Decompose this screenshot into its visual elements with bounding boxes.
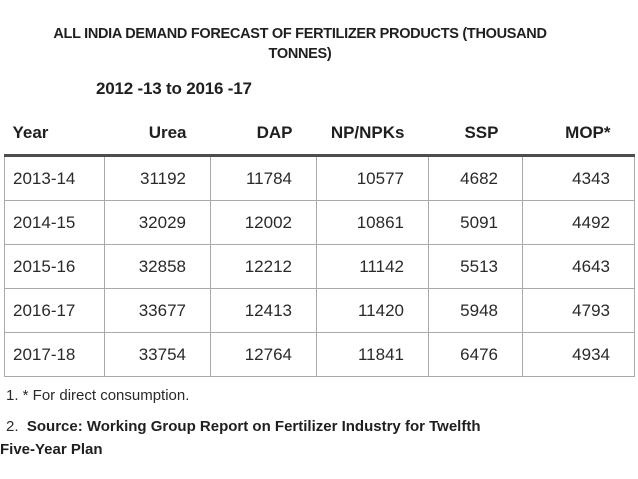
table-cell: 33677 — [104, 288, 211, 333]
footnote-source: 2. Source: Working Group Report on Ferti… — [6, 417, 481, 437]
footnote-number: 2. — [6, 418, 27, 435]
table-cell: 5513 — [428, 244, 523, 289]
table-cell: 5948 — [428, 288, 523, 333]
column-header-dap: DAP — [210, 111, 317, 157]
table-cell: 6476 — [428, 332, 523, 377]
table-cell: 4343 — [522, 155, 635, 201]
column-header-ssp: SSP — [428, 111, 523, 157]
footnote-direct-consumption: 1. * For direct consumption. — [6, 387, 190, 404]
table-row: 2013-14 31192 11784 10577 4682 4343 — [4, 155, 635, 201]
table-cell: 4492 — [522, 200, 635, 245]
table-cell: 31192 — [104, 155, 211, 201]
source-text: Source: Working Group Report on Fertiliz… — [26, 418, 481, 435]
table-cell: 2016-17 — [4, 288, 105, 333]
table-cell: 12413 — [210, 288, 317, 333]
table-cell: 32029 — [104, 200, 211, 245]
table-cell: 11784 — [210, 155, 317, 201]
table-row: 2016-17 33677 12413 11420 5948 4793 — [4, 288, 635, 333]
table-cell: 2015-16 — [4, 244, 105, 289]
table-cell: 11841 — [316, 332, 429, 377]
table-cell: 4934 — [522, 332, 635, 377]
column-header-mop: MOP* — [522, 111, 635, 157]
table-cell: 5091 — [428, 200, 523, 245]
page-subtitle: 2012 -13 to 2016 -17 — [96, 79, 252, 98]
table-cell: 32858 — [104, 244, 211, 289]
table-cell: 12212 — [210, 244, 317, 289]
table-cell: 4643 — [522, 244, 635, 289]
table-cell: 2017-18 — [4, 332, 105, 377]
table-row: 2014-15 32029 12002 10861 5091 4492 — [4, 200, 635, 245]
table-cell: 11142 — [316, 244, 429, 289]
table-cell: 4793 — [522, 288, 635, 333]
table-row: 2017-18 33754 12764 11841 6476 4934 — [4, 332, 635, 377]
table-cell: 4682 — [428, 155, 523, 201]
table-cell: 12002 — [210, 200, 317, 245]
table-row: 2015-16 32858 12212 11142 5513 4643 — [4, 244, 635, 289]
table-cell: 11420 — [316, 288, 429, 333]
column-header-urea: Urea — [104, 111, 211, 157]
page-title: ALL INDIA DEMAND FORECAST OF FERTILIZER … — [53, 26, 547, 62]
table-cell: 10577 — [316, 155, 429, 201]
column-header-np-npks: NP/NPKs — [316, 111, 429, 157]
source-text-continued: Five-Year Plan — [0, 441, 103, 458]
column-header-year: Year — [4, 111, 105, 157]
table-header-row: Year Urea DAP NP/NPKs SSP MOP* — [4, 111, 635, 157]
table-cell: 33754 — [104, 332, 211, 377]
forecast-table: Year Urea DAP NP/NPKs SSP MOP* 2013-14 3… — [4, 111, 635, 377]
table-cell: 12764 — [210, 332, 317, 377]
table-cell: 2014-15 — [4, 200, 105, 245]
table-cell: 2013-14 — [4, 155, 105, 201]
table-cell: 10861 — [316, 200, 429, 245]
